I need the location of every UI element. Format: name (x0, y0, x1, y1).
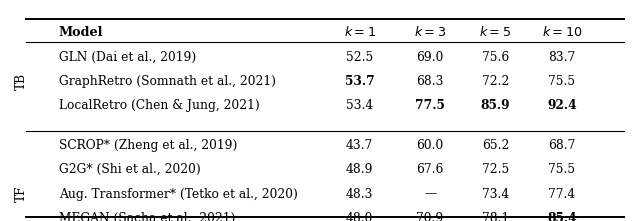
Text: 69.0: 69.0 (417, 51, 444, 63)
Text: 67.6: 67.6 (417, 163, 444, 176)
Text: 72.5: 72.5 (482, 163, 509, 176)
Text: 48.0: 48.0 (346, 212, 373, 221)
Text: 75.5: 75.5 (548, 75, 575, 88)
Text: 77.5: 77.5 (415, 99, 445, 112)
Text: 85.4: 85.4 (547, 212, 577, 221)
Text: 68.7: 68.7 (548, 139, 575, 152)
Text: $k=3$: $k=3$ (414, 25, 446, 39)
Text: 85.9: 85.9 (481, 99, 510, 112)
Text: 65.2: 65.2 (482, 139, 509, 152)
Text: 70.9: 70.9 (417, 212, 444, 221)
Text: 92.4: 92.4 (547, 99, 577, 112)
Text: SCROP* (Zheng et al., 2019): SCROP* (Zheng et al., 2019) (59, 139, 237, 152)
Text: 60.0: 60.0 (417, 139, 444, 152)
Text: $k=5$: $k=5$ (479, 25, 511, 39)
Text: 53.4: 53.4 (346, 99, 373, 112)
Text: 78.1: 78.1 (482, 212, 509, 221)
Text: 73.4: 73.4 (482, 188, 509, 200)
Text: 75.6: 75.6 (482, 51, 509, 63)
Text: 52.5: 52.5 (346, 51, 373, 63)
Text: GLN (Dai et al., 2019): GLN (Dai et al., 2019) (59, 51, 196, 63)
Text: 72.2: 72.2 (482, 75, 509, 88)
Text: 43.7: 43.7 (346, 139, 373, 152)
Text: 53.7: 53.7 (345, 75, 374, 88)
Text: G2G* (Shi et al., 2020): G2G* (Shi et al., 2020) (59, 163, 200, 176)
Text: MEGAN (Sacha et al., 2021): MEGAN (Sacha et al., 2021) (59, 212, 236, 221)
Text: $k=1$: $k=1$ (344, 25, 376, 39)
Text: GraphRetro (Somnath et al., 2021): GraphRetro (Somnath et al., 2021) (59, 75, 276, 88)
Text: 68.3: 68.3 (417, 75, 444, 88)
Text: Aug. Transformer* (Tetko et al., 2020): Aug. Transformer* (Tetko et al., 2020) (59, 188, 298, 200)
Text: 48.3: 48.3 (346, 188, 373, 200)
Text: 77.4: 77.4 (548, 188, 575, 200)
Text: Model: Model (59, 26, 104, 38)
Text: TB: TB (15, 73, 28, 90)
Text: 83.7: 83.7 (548, 51, 575, 63)
Text: LocalRetro (Chen & Jung, 2021): LocalRetro (Chen & Jung, 2021) (59, 99, 260, 112)
Text: 75.5: 75.5 (548, 163, 575, 176)
Text: $k=10$: $k=10$ (541, 25, 582, 39)
Text: —: — (424, 188, 436, 200)
Text: 48.9: 48.9 (346, 163, 373, 176)
Text: TF: TF (15, 186, 28, 202)
